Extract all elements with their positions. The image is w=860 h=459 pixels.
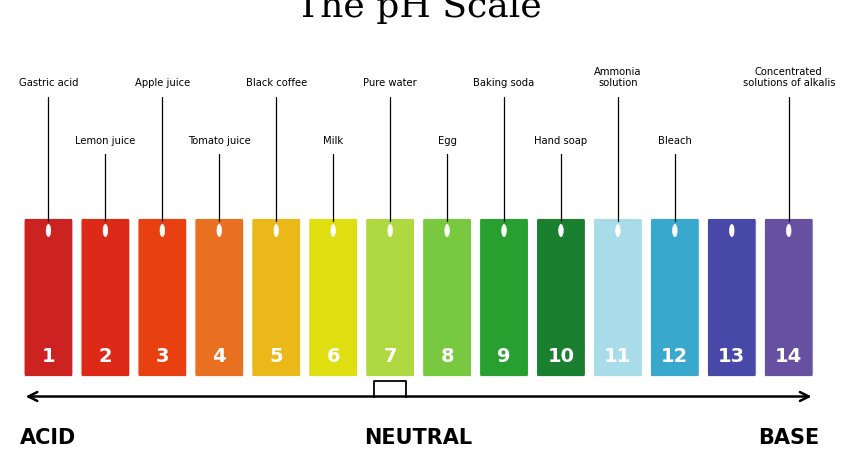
FancyBboxPatch shape bbox=[537, 219, 586, 377]
Text: The pH Scale: The pH Scale bbox=[296, 0, 542, 24]
Circle shape bbox=[445, 225, 450, 237]
Text: Tomato juice: Tomato juice bbox=[188, 136, 250, 146]
Circle shape bbox=[673, 225, 677, 237]
FancyBboxPatch shape bbox=[765, 219, 814, 377]
Text: 13: 13 bbox=[718, 346, 746, 365]
Circle shape bbox=[501, 225, 507, 237]
FancyBboxPatch shape bbox=[422, 219, 471, 377]
FancyBboxPatch shape bbox=[81, 219, 130, 377]
Text: 12: 12 bbox=[661, 346, 689, 365]
FancyBboxPatch shape bbox=[309, 219, 358, 377]
Text: Milk: Milk bbox=[323, 136, 343, 146]
Circle shape bbox=[217, 225, 222, 237]
FancyBboxPatch shape bbox=[366, 219, 415, 377]
Text: 1: 1 bbox=[41, 346, 55, 365]
Text: BASE: BASE bbox=[759, 427, 820, 447]
Text: Ammonia
solution: Ammonia solution bbox=[594, 67, 642, 88]
Text: 6: 6 bbox=[327, 346, 340, 365]
Text: Lemon juice: Lemon juice bbox=[75, 136, 136, 146]
Text: Gastric acid: Gastric acid bbox=[19, 78, 78, 88]
FancyBboxPatch shape bbox=[138, 219, 187, 377]
Text: Pure water: Pure water bbox=[363, 78, 417, 88]
Text: 3: 3 bbox=[156, 346, 169, 365]
Text: 14: 14 bbox=[775, 346, 802, 365]
Circle shape bbox=[274, 225, 279, 237]
Text: 5: 5 bbox=[269, 346, 283, 365]
Circle shape bbox=[388, 225, 392, 237]
FancyBboxPatch shape bbox=[707, 219, 756, 377]
Text: ACID: ACID bbox=[21, 427, 77, 447]
FancyBboxPatch shape bbox=[650, 219, 699, 377]
Text: Hand soap: Hand soap bbox=[534, 136, 587, 146]
FancyBboxPatch shape bbox=[593, 219, 642, 377]
Circle shape bbox=[616, 225, 620, 237]
Text: Concentrated
solutions of alkalis: Concentrated solutions of alkalis bbox=[742, 67, 835, 88]
Circle shape bbox=[331, 225, 335, 237]
Circle shape bbox=[559, 225, 563, 237]
Text: 11: 11 bbox=[605, 346, 631, 365]
Text: Baking soda: Baking soda bbox=[473, 78, 535, 88]
FancyBboxPatch shape bbox=[195, 219, 243, 377]
Text: Egg: Egg bbox=[438, 136, 457, 146]
FancyBboxPatch shape bbox=[24, 219, 73, 377]
Text: 7: 7 bbox=[384, 346, 396, 365]
Text: Apple juice: Apple juice bbox=[135, 78, 190, 88]
Text: 10: 10 bbox=[548, 346, 574, 365]
Text: Black coffee: Black coffee bbox=[246, 78, 307, 88]
Text: 8: 8 bbox=[440, 346, 454, 365]
FancyBboxPatch shape bbox=[252, 219, 301, 377]
Text: 4: 4 bbox=[212, 346, 226, 365]
Text: Bleach: Bleach bbox=[658, 136, 691, 146]
Text: NEUTRAL: NEUTRAL bbox=[365, 427, 473, 447]
Circle shape bbox=[46, 225, 51, 237]
Circle shape bbox=[787, 225, 791, 237]
FancyBboxPatch shape bbox=[480, 219, 529, 377]
Text: 9: 9 bbox=[497, 346, 511, 365]
Circle shape bbox=[729, 225, 734, 237]
Circle shape bbox=[103, 225, 108, 237]
Text: 2: 2 bbox=[99, 346, 112, 365]
Circle shape bbox=[160, 225, 164, 237]
